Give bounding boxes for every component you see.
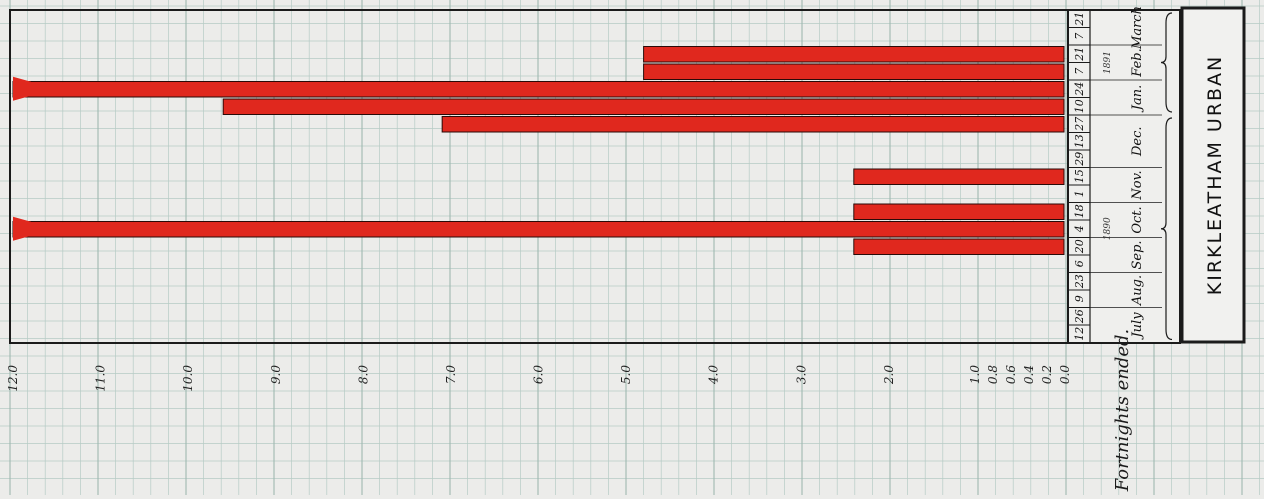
bar — [643, 46, 1065, 63]
scale-tick-label: 1.0 — [968, 365, 982, 384]
year-label: 1891 — [1103, 51, 1113, 74]
month-label: Dec. — [1130, 126, 1145, 157]
scale-tick-label: 6.0 — [532, 365, 546, 384]
fortnight-day-label: 29 — [1073, 152, 1086, 167]
fortnight-day-label: 21 — [1073, 12, 1086, 27]
scale-tick-label: 0.6 — [1004, 365, 1018, 384]
scale-tick-label: 0.2 — [1040, 365, 1054, 384]
year-brace — [1160, 117, 1173, 341]
fortnight-day-label: 27 — [1073, 117, 1086, 132]
bar — [12, 81, 1065, 98]
month-label: Feb. — [1130, 48, 1145, 77]
fortnight-day-label: 6 — [1073, 260, 1086, 267]
month-label: Nov. — [1130, 170, 1145, 200]
bar — [643, 63, 1065, 80]
month-label: Sep. — [1130, 240, 1145, 269]
fortnight-day-label: 15 — [1073, 169, 1086, 183]
fortnight-day-label: 21 — [1073, 47, 1086, 62]
date-table: 12 26 9 23 6 20 4 18 1 15 29 13 27 10 24 7 21 7 21 July Aug.… — [1067, 6, 1181, 344]
scale-tick-label: 3.0 — [794, 365, 808, 384]
fortnight-day-label: 4 — [1073, 225, 1086, 233]
scale-tick-label: 10.0 — [181, 365, 195, 392]
month-label: March — [1130, 6, 1145, 50]
scale-tick-label: 8.0 — [356, 365, 370, 384]
scale-tick-label: 11.0 — [94, 365, 108, 392]
fortnight-day-label: 24 — [1073, 82, 1086, 97]
bar — [853, 203, 1065, 220]
month-label: July — [1130, 312, 1145, 341]
year-label: 1890 — [1103, 217, 1113, 240]
bar — [853, 238, 1065, 255]
scale-tick-label: 2.0 — [882, 365, 896, 385]
bar — [441, 116, 1065, 133]
fortnight-day-label: 23 — [1073, 274, 1086, 289]
scale-labels: 12.0 11.0 10.0 9.0 8.0 7.0 6.0 5.0 4.0 3.0 2.0 1.0 0… — [6, 365, 1072, 392]
bar — [853, 168, 1065, 185]
fortnight-day-label: 12 — [1073, 327, 1086, 341]
scale-tick-label: 9.0 — [269, 365, 283, 384]
fortnight-day-label: 20 — [1073, 239, 1086, 254]
bar — [12, 221, 1065, 238]
fortnight-day-label: 13 — [1073, 134, 1086, 148]
year-brace — [1160, 12, 1173, 113]
fortnight-day-label: 26 — [1073, 309, 1086, 324]
scale-tick-label: 7.0 — [444, 365, 458, 384]
bar-flare — [13, 76, 31, 101]
scale-tick-label: 0.8 — [986, 365, 1000, 384]
fortnight-day-label: 18 — [1073, 204, 1086, 218]
categories-axis-label: Fortnights ended. — [1112, 329, 1133, 493]
region-title: KIRKLEATHAM URBAN — [1204, 55, 1226, 296]
month-label: Jan. — [1130, 85, 1145, 113]
bar-flare — [13, 216, 31, 241]
scale-tick-label: 0.4 — [1022, 365, 1036, 384]
scale-tick-label: 4.0 — [707, 365, 721, 385]
title-box: KIRKLEATHAM URBAN — [1180, 6, 1246, 344]
fortnight-day-label: 10 — [1073, 99, 1086, 113]
fortnight-day-label: 7 — [1073, 33, 1086, 40]
scale-tick-label: 12.0 — [6, 365, 20, 392]
fortnight-day-label: 1 — [1073, 190, 1086, 197]
fortnight-day-label: 9 — [1073, 295, 1086, 302]
bars-group — [12, 46, 1065, 255]
scale-tick-label: 5.0 — [619, 365, 633, 384]
month-label: Aug. — [1130, 275, 1145, 306]
bar — [222, 98, 1065, 115]
fortnight-day-label: 7 — [1073, 68, 1086, 75]
scale-tick-label: 0.0 — [1058, 365, 1072, 384]
month-label: Oct. — [1130, 206, 1145, 233]
